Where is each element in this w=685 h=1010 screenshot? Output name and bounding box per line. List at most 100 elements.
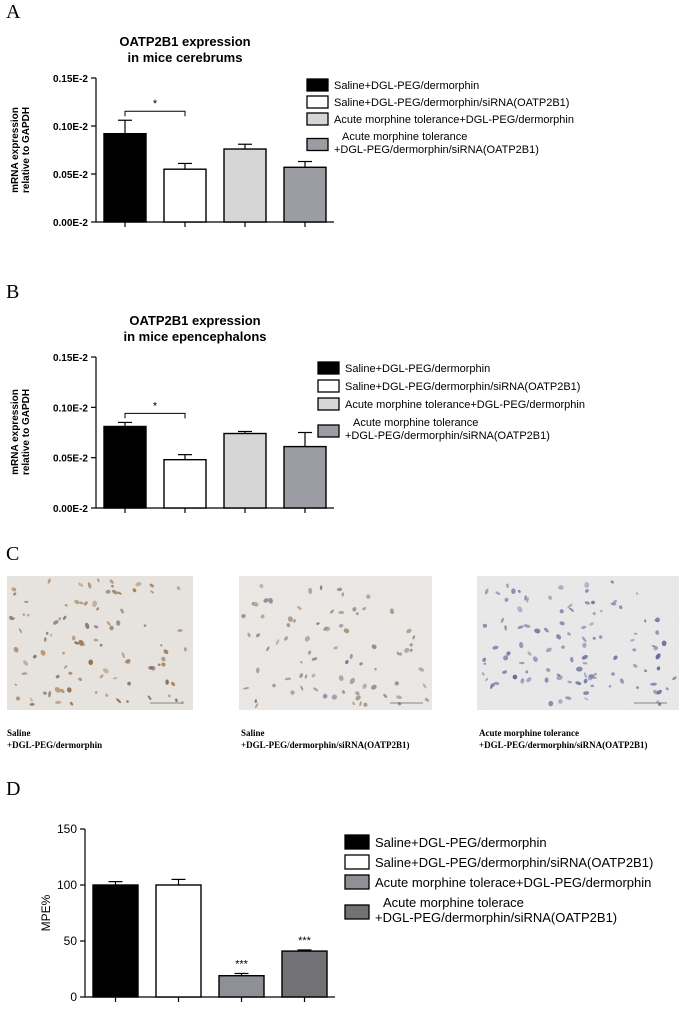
stained-cell bbox=[93, 625, 99, 629]
stained-cell bbox=[490, 683, 495, 688]
stained-cell bbox=[268, 597, 273, 604]
stained-cell bbox=[481, 672, 485, 676]
stained-cell bbox=[300, 661, 303, 664]
stained-cell bbox=[656, 689, 662, 695]
stained-cell bbox=[45, 631, 49, 635]
legend-label: Saline+DGL-PEG/dermorphin bbox=[334, 80, 479, 92]
y-tick-label: 0.00E-2 bbox=[53, 504, 88, 515]
legend-swatch bbox=[306, 137, 329, 152]
stained-cell bbox=[576, 666, 583, 672]
y-tick-label: 0.10E-2 bbox=[53, 403, 88, 414]
stained-cell bbox=[175, 698, 178, 703]
y-tick-label: 0.05E-2 bbox=[53, 454, 88, 465]
stained-cell bbox=[14, 683, 18, 686]
bar bbox=[283, 166, 327, 223]
stained-cell bbox=[93, 638, 99, 642]
stained-cell bbox=[40, 649, 46, 656]
legend-label: Acute morphine tolerance bbox=[342, 131, 467, 143]
stained-cell bbox=[338, 623, 344, 628]
stained-cell bbox=[13, 646, 19, 653]
stained-cell bbox=[322, 693, 328, 699]
stained-cell bbox=[371, 644, 377, 650]
stained-cell bbox=[69, 701, 74, 706]
stained-cell bbox=[656, 666, 661, 671]
stained-cell bbox=[88, 659, 94, 666]
stained-cell bbox=[304, 674, 308, 679]
legend-label: Saline+DGL-PEG/dermorphin bbox=[345, 363, 490, 375]
bar bbox=[163, 458, 207, 509]
stained-cell bbox=[106, 621, 111, 626]
stained-cell bbox=[591, 600, 595, 605]
significance-bracket bbox=[124, 110, 186, 117]
stained-cell bbox=[171, 681, 175, 687]
stained-cell bbox=[263, 598, 269, 603]
y-tick-label: 0.00E-2 bbox=[53, 218, 88, 229]
stained-cell bbox=[111, 589, 118, 595]
micrograph-3-caption-line-2: +DGL-PEG/dermorphin/siRNA(OATP2B1) bbox=[479, 740, 647, 750]
stained-cell bbox=[567, 632, 571, 636]
stained-cell bbox=[590, 684, 595, 688]
stained-cell bbox=[58, 617, 62, 621]
stained-cell bbox=[482, 623, 488, 628]
stained-cell bbox=[260, 614, 265, 619]
stained-cell bbox=[559, 609, 564, 614]
stained-cell bbox=[518, 661, 525, 665]
stained-cell bbox=[251, 602, 255, 606]
stained-cell bbox=[409, 648, 413, 652]
y-axis-label-line-1: MPE% bbox=[39, 894, 53, 931]
stained-cell bbox=[275, 639, 280, 646]
legend-swatch bbox=[317, 379, 340, 393]
stained-cell bbox=[389, 608, 395, 615]
stained-cell bbox=[582, 661, 588, 665]
chart-title-line-2: in mice epencephalons bbox=[123, 329, 266, 344]
stained-cell bbox=[94, 691, 98, 694]
stained-cell bbox=[644, 619, 647, 623]
stained-cell bbox=[64, 665, 68, 669]
stained-cell bbox=[311, 673, 316, 678]
stained-cell bbox=[99, 674, 104, 679]
stained-cell bbox=[504, 597, 509, 602]
stained-cell bbox=[352, 701, 356, 706]
chart-title-line-1: OATP2B1 expression bbox=[129, 313, 260, 328]
stained-cell bbox=[502, 670, 508, 674]
stained-cell bbox=[121, 652, 125, 659]
stained-cell bbox=[558, 585, 564, 590]
stained-cell bbox=[78, 639, 84, 647]
stained-cell bbox=[409, 643, 413, 647]
stained-cell bbox=[561, 645, 565, 649]
stained-cell bbox=[15, 696, 21, 701]
y-axis-label-line-1: mRNA expression bbox=[10, 107, 21, 193]
stained-cell bbox=[556, 673, 561, 677]
stained-cell bbox=[558, 699, 563, 704]
stained-cell bbox=[585, 588, 589, 593]
stained-cell bbox=[331, 694, 338, 700]
legend-swatch bbox=[306, 112, 329, 126]
stained-cell bbox=[319, 585, 323, 590]
stained-cell bbox=[484, 588, 489, 595]
stained-cell bbox=[651, 645, 656, 648]
stained-cell bbox=[635, 592, 639, 595]
stained-cell bbox=[147, 695, 152, 701]
stained-cell bbox=[109, 579, 114, 584]
stained-cell bbox=[371, 684, 377, 690]
stained-cell bbox=[613, 655, 618, 660]
stained-cell bbox=[241, 613, 246, 619]
stained-cell bbox=[24, 600, 29, 603]
stained-cell bbox=[254, 703, 259, 709]
stained-cell bbox=[286, 623, 291, 628]
stained-cell bbox=[333, 646, 338, 650]
stained-cell bbox=[116, 620, 121, 626]
stained-cell bbox=[18, 628, 23, 634]
stained-cell bbox=[78, 582, 84, 587]
stained-cell bbox=[284, 677, 292, 681]
stained-cell bbox=[365, 594, 371, 599]
bar bbox=[223, 432, 267, 509]
stained-cell bbox=[21, 672, 28, 675]
stained-cell bbox=[255, 667, 260, 674]
stained-cell bbox=[619, 605, 623, 610]
stained-cell bbox=[599, 635, 603, 639]
stained-cell bbox=[526, 677, 532, 683]
panel-c-micrographs: Saline +DGL-PEG/dermorphin Saline +DGL-P… bbox=[7, 576, 679, 750]
stained-cell bbox=[308, 587, 313, 595]
